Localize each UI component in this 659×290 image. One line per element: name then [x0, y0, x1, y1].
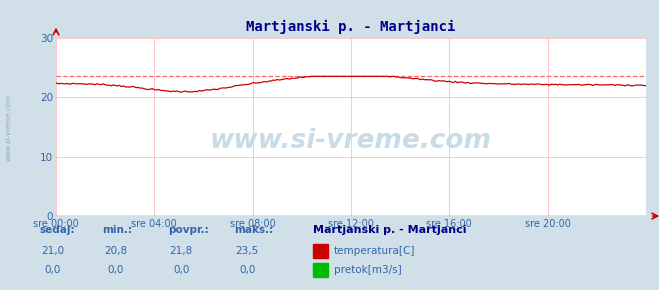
Text: temperatura[C]: temperatura[C] — [334, 246, 416, 256]
Text: povpr.:: povpr.: — [168, 225, 209, 235]
Text: www.si-vreme.com: www.si-vreme.com — [210, 128, 492, 154]
Text: min.:: min.: — [102, 225, 132, 235]
Text: 0,0: 0,0 — [239, 264, 255, 275]
Title: Martjanski p. - Martjanci: Martjanski p. - Martjanci — [246, 20, 455, 34]
Text: 0,0: 0,0 — [45, 264, 61, 275]
Text: www.si-vreme.com: www.si-vreme.com — [5, 94, 11, 161]
Text: Martjanski p. - Martjanci: Martjanski p. - Martjanci — [313, 225, 467, 235]
Text: 0,0: 0,0 — [107, 264, 123, 275]
Text: sedaj:: sedaj: — [40, 225, 75, 235]
Text: 21,8: 21,8 — [169, 246, 193, 256]
Text: 20,8: 20,8 — [103, 246, 127, 256]
Text: 0,0: 0,0 — [173, 264, 189, 275]
Text: 23,5: 23,5 — [235, 246, 259, 256]
Text: maks.:: maks.: — [234, 225, 273, 235]
Text: 21,0: 21,0 — [41, 246, 65, 256]
Text: pretok[m3/s]: pretok[m3/s] — [334, 265, 402, 275]
